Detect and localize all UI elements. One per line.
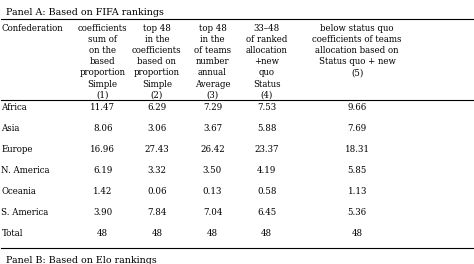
Text: (2): (2)	[151, 91, 163, 100]
Text: allocation based on: allocation based on	[315, 46, 399, 55]
Text: 6.19: 6.19	[93, 166, 112, 175]
Text: 7.69: 7.69	[347, 124, 367, 133]
Text: coefficients of teams: coefficients of teams	[312, 35, 402, 44]
Text: 7.84: 7.84	[147, 208, 166, 217]
Text: 48: 48	[151, 229, 163, 238]
Text: (4): (4)	[261, 91, 273, 100]
Text: 3.67: 3.67	[203, 124, 222, 133]
Text: based on: based on	[137, 57, 176, 66]
Text: Panel B: Based on Elo rankings: Panel B: Based on Elo rankings	[6, 256, 157, 264]
Text: allocation: allocation	[246, 46, 288, 55]
Text: on the: on the	[89, 46, 116, 55]
Text: Asia: Asia	[1, 124, 20, 133]
Text: Europe: Europe	[1, 145, 33, 154]
Text: 23.37: 23.37	[255, 145, 279, 154]
Text: 9.66: 9.66	[347, 103, 367, 112]
Text: 3.90: 3.90	[93, 208, 112, 217]
Text: 48: 48	[97, 229, 108, 238]
Text: 5.88: 5.88	[257, 124, 276, 133]
Text: 1.13: 1.13	[347, 187, 367, 196]
Text: 5.36: 5.36	[347, 208, 367, 217]
Text: 5.85: 5.85	[347, 166, 367, 175]
Text: 48: 48	[352, 229, 363, 238]
Text: 6.45: 6.45	[257, 208, 276, 217]
Text: Panel A: Based on FIFA rankings: Panel A: Based on FIFA rankings	[6, 8, 164, 17]
Text: 33–48: 33–48	[254, 24, 280, 33]
Text: Simple: Simple	[142, 80, 172, 89]
Text: (1): (1)	[96, 91, 109, 100]
Text: 8.06: 8.06	[93, 124, 112, 133]
Text: sum of: sum of	[88, 35, 117, 44]
Text: Confederation: Confederation	[1, 24, 63, 33]
Text: 1.42: 1.42	[93, 187, 112, 196]
Text: 18.31: 18.31	[345, 145, 370, 154]
Text: 3.32: 3.32	[147, 166, 166, 175]
Text: N. America: N. America	[1, 166, 50, 175]
Text: 0.06: 0.06	[147, 187, 167, 196]
Text: in the: in the	[200, 35, 225, 44]
Text: 16.96: 16.96	[90, 145, 115, 154]
Text: annual: annual	[198, 68, 227, 77]
Text: coefficients: coefficients	[78, 24, 128, 33]
Text: 3.50: 3.50	[203, 166, 222, 175]
Text: Status: Status	[253, 80, 281, 89]
Text: 48: 48	[261, 229, 272, 238]
Text: S. America: S. America	[1, 208, 49, 217]
Text: 7.29: 7.29	[203, 103, 222, 112]
Text: 27.43: 27.43	[145, 145, 169, 154]
Text: quo: quo	[259, 68, 275, 77]
Text: 0.13: 0.13	[203, 187, 222, 196]
Text: 7.53: 7.53	[257, 103, 276, 112]
Text: 26.42: 26.42	[200, 145, 225, 154]
Text: proportion: proportion	[80, 68, 126, 77]
Text: Average: Average	[195, 80, 230, 89]
Text: based: based	[90, 57, 116, 66]
Text: top 48: top 48	[199, 24, 227, 33]
Text: Oceania: Oceania	[1, 187, 36, 196]
Text: of ranked: of ranked	[246, 35, 287, 44]
Text: coefficients: coefficients	[132, 46, 182, 55]
Text: Simple: Simple	[88, 80, 118, 89]
Text: 0.58: 0.58	[257, 187, 276, 196]
Text: 4.19: 4.19	[257, 166, 276, 175]
Text: in the: in the	[145, 35, 169, 44]
Text: Africa: Africa	[1, 103, 27, 112]
Text: +new: +new	[254, 57, 279, 66]
Text: 6.29: 6.29	[147, 103, 166, 112]
Text: proportion: proportion	[134, 68, 180, 77]
Text: of teams: of teams	[194, 46, 231, 55]
Text: 3.06: 3.06	[147, 124, 166, 133]
Text: (3): (3)	[206, 91, 219, 100]
Text: top 48: top 48	[143, 24, 171, 33]
Text: (5): (5)	[351, 68, 364, 77]
Text: 7.04: 7.04	[203, 208, 222, 217]
Text: 11.47: 11.47	[90, 103, 115, 112]
Text: Total: Total	[1, 229, 23, 238]
Text: number: number	[196, 57, 229, 66]
Text: below status quo: below status quo	[320, 24, 394, 33]
Text: 48: 48	[207, 229, 218, 238]
Text: Status quo + new: Status quo + new	[319, 57, 396, 66]
